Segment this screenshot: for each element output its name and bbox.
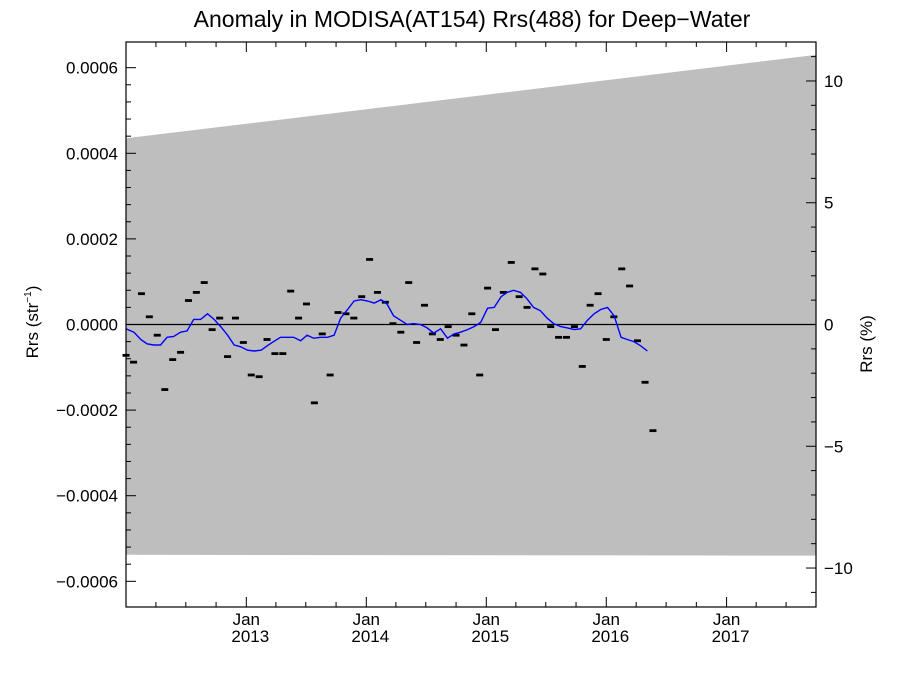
x-tick-month-3: Jan — [593, 610, 620, 629]
data-point-0-24 — [310, 401, 318, 405]
data-point-0-54 — [547, 325, 555, 329]
data-point-0-53 — [539, 272, 547, 276]
data-point-0-42 — [452, 333, 460, 337]
data-point-0-63 — [618, 267, 626, 271]
data-point-0-19 — [271, 352, 279, 356]
data-point-0-8 — [184, 299, 192, 302]
data-point-0-12 — [216, 316, 224, 320]
data-point-0-31 — [366, 258, 374, 261]
right-tick-label-3: −5 — [824, 437, 843, 456]
right-tick-label-1: 5 — [824, 194, 833, 213]
left-axis-label-end: ) — [23, 286, 42, 292]
left-axis-label-sup: −1 — [23, 291, 34, 303]
left-tick-label-0: 0.0006 — [66, 59, 118, 78]
data-point-0-20 — [279, 352, 287, 356]
data-point-0-51 — [523, 305, 531, 309]
data-point-0-35 — [397, 330, 405, 334]
data-point-0-64 — [626, 284, 634, 288]
x-tick-month-4: Jan — [713, 610, 740, 629]
right-tick-label-0: 10 — [824, 72, 843, 91]
right-tick-label-4: −10 — [824, 559, 853, 578]
data-point-0-29 — [350, 316, 358, 320]
data-point-0-14 — [231, 316, 239, 320]
data-point-0-30 — [358, 295, 366, 299]
left-tick-label-5: −0.0004 — [56, 487, 118, 506]
left-tick-label-2: 0.0002 — [66, 230, 118, 249]
left-axis-label: Rrs (str−1) — [23, 286, 42, 359]
data-point-0-60 — [594, 292, 602, 296]
right-tick-label-2: 0 — [824, 316, 833, 335]
uncertainty-band — [126, 54, 816, 556]
data-point-0-67 — [649, 429, 657, 433]
data-point-0-13 — [224, 355, 232, 359]
left-tick-label-4: −0.0002 — [56, 401, 118, 420]
data-point-0-43 — [460, 343, 468, 347]
left-tick-label-1: 0.0004 — [66, 144, 118, 163]
x-tick-year-0: 2013 — [231, 627, 269, 646]
x-tick-year-3: 2016 — [591, 627, 629, 646]
data-point-0-4 — [153, 333, 161, 337]
data-point-0-21 — [287, 289, 295, 293]
data-point-0-48 — [499, 290, 507, 294]
data-point-0-58 — [578, 365, 586, 368]
data-point-0-61 — [602, 338, 610, 341]
data-point-0-52 — [531, 267, 539, 271]
data-point-0-25 — [318, 332, 326, 336]
data-point-0-32 — [373, 290, 381, 294]
left-tick-label-6: −0.0006 — [56, 572, 118, 591]
left-axis-label-main: Rrs (str — [23, 302, 42, 358]
data-point-0-65 — [634, 339, 642, 343]
data-point-0-45 — [476, 373, 484, 377]
x-tick-month-2: Jan — [473, 610, 500, 629]
data-point-0-37 — [413, 341, 421, 344]
data-point-0-11 — [208, 328, 216, 332]
left-tick-label-3: 0.0000 — [66, 316, 118, 335]
data-point-0-38 — [420, 303, 428, 307]
data-point-0-23 — [302, 302, 310, 306]
x-tick-year-1: 2014 — [351, 627, 389, 646]
data-point-0-17 — [255, 375, 263, 379]
data-point-0-2 — [137, 292, 145, 296]
data-point-0-27 — [334, 311, 342, 314]
data-point-0-3 — [145, 315, 153, 319]
data-point-0-28 — [342, 312, 350, 316]
data-point-0-55 — [555, 335, 563, 339]
data-point-0-46 — [484, 286, 492, 290]
x-tick-year-4: 2017 — [712, 627, 750, 646]
data-point-0-9 — [192, 290, 200, 294]
data-point-0-34 — [389, 322, 397, 326]
data-point-0-26 — [326, 373, 334, 377]
data-point-0-49 — [507, 261, 515, 264]
data-point-0-56 — [562, 335, 570, 339]
data-point-0-1 — [130, 360, 138, 364]
data-point-0-41 — [444, 325, 452, 329]
x-tick-month-0: Jan — [233, 610, 260, 629]
data-point-0-40 — [436, 338, 444, 341]
plot-area: 0.0006 0.0004 0.0002 0.0000 −0.0002 −0.0004 −0… — [56, 41, 853, 646]
right-axis-label: Rrs (%) — [857, 315, 876, 373]
data-point-0-39 — [428, 332, 436, 336]
data-point-0-15 — [239, 341, 247, 344]
data-point-0-18 — [263, 338, 271, 341]
data-point-0-59 — [586, 303, 594, 307]
x-tick-year-2: 2015 — [471, 627, 509, 646]
data-point-0-5 — [161, 388, 169, 391]
data-point-0-57 — [570, 325, 578, 329]
data-point-0-6 — [169, 358, 177, 361]
x-tick-month-1: Jan — [353, 610, 380, 629]
data-point-0-66 — [641, 380, 649, 384]
data-point-0-16 — [247, 373, 255, 377]
data-point-0-10 — [200, 281, 208, 284]
chart-title: Anomaly in MODISA(AT154) Rrs(488) for De… — [194, 6, 751, 32]
data-point-0-47 — [491, 328, 499, 332]
data-point-0-36 — [405, 281, 413, 284]
data-point-0-22 — [295, 316, 303, 320]
data-point-0-50 — [515, 295, 523, 299]
smoothed-line-1 — [125, 289, 648, 352]
data-point-0-44 — [468, 312, 476, 316]
data-point-0-7 — [177, 350, 185, 354]
